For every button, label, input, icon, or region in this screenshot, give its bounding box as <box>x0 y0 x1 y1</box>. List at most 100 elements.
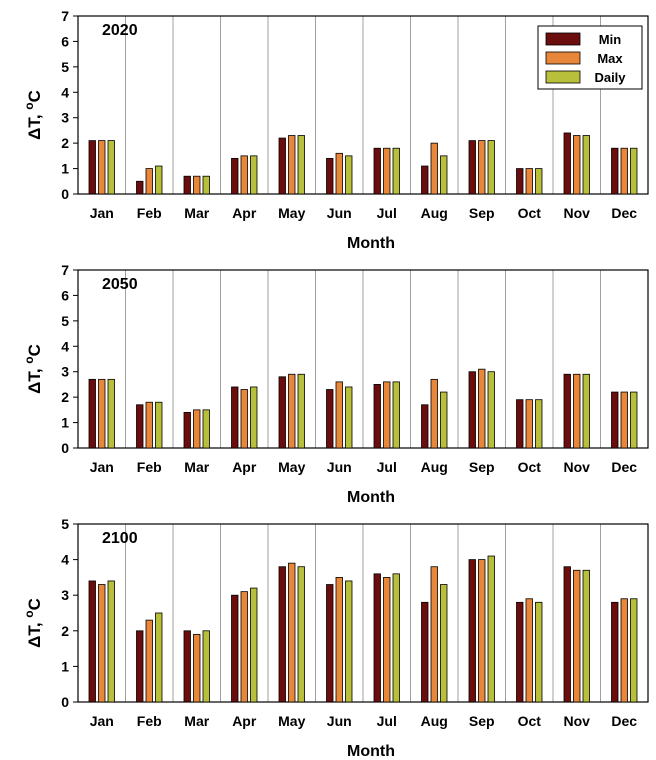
bar-apr-series-1 <box>240 155 248 195</box>
x-tick-label: Feb <box>137 205 162 221</box>
bar-aug-series-1 <box>430 142 438 195</box>
x-tick-label: Oct <box>518 205 542 221</box>
bar-jul-series-2 <box>392 381 400 449</box>
bar-may-series-2 <box>297 135 305 195</box>
bar-mar-series-2 <box>202 175 210 195</box>
y-axis-label: ΔT, oC <box>22 344 44 394</box>
legend-swatch <box>545 51 581 65</box>
y-tick-label: 7 <box>61 8 69 24</box>
bar-aug-series-0 <box>421 165 429 195</box>
plot-frame <box>77 269 649 449</box>
bar-feb-series-1 <box>145 168 153 195</box>
legend-swatch <box>545 70 581 84</box>
bar-nov-series-0 <box>563 132 571 195</box>
bar-sep-series-0 <box>468 559 476 703</box>
x-tick-label: Jul <box>377 459 397 475</box>
bar-may-series-0 <box>278 566 286 703</box>
x-tick-label: Feb <box>137 713 162 729</box>
bar-feb-series-2 <box>155 165 163 195</box>
bar-dec-series-0 <box>611 391 619 449</box>
bar-may-series-0 <box>278 376 286 449</box>
bar-aug-series-0 <box>421 404 429 449</box>
x-tick-label: Jan <box>90 205 114 221</box>
bar-jan-series-2 <box>107 378 115 449</box>
bar-feb-series-0 <box>136 404 144 449</box>
bar-jun-series-1 <box>335 381 343 449</box>
plot-frame <box>77 523 649 703</box>
bar-mar-series-1 <box>193 175 201 195</box>
bar-sep-series-1 <box>478 368 486 449</box>
bar-sep-series-1 <box>478 140 486 195</box>
bar-jan-series-1 <box>98 140 106 195</box>
bar-nov-series-1 <box>573 569 581 703</box>
bar-aug-series-0 <box>421 601 429 703</box>
bar-jun-series-1 <box>335 577 343 703</box>
bar-may-series-2 <box>297 373 305 449</box>
bar-jan-series-0 <box>88 378 96 449</box>
chart-panel-2100: 0 1 2 3 4 5 Jan Feb Mar Apr May Jun Jul Aug Sep Oct Nov D… <box>22 516 649 760</box>
y-tick-label: 2 <box>61 135 69 151</box>
bar-dec-series-0 <box>611 601 619 703</box>
bar-apr-series-0 <box>231 386 239 449</box>
y-tick-label: 5 <box>61 59 69 75</box>
y-tick-label: 5 <box>61 313 69 329</box>
x-tick-label: Mar <box>184 205 209 221</box>
bar-jan-series-0 <box>88 140 96 195</box>
y-tick-label: 0 <box>61 694 69 710</box>
x-tick-label: Oct <box>518 459 542 475</box>
bar-apr-series-1 <box>240 591 248 703</box>
x-tick-label: Jan <box>90 459 114 475</box>
y-tick-label: 4 <box>61 84 69 100</box>
bar-jun-series-0 <box>326 584 334 703</box>
legend: Min Max Daily <box>537 25 643 90</box>
bar-dec-series-1 <box>620 391 628 449</box>
y-tick-label: 1 <box>61 415 69 431</box>
bar-jul-series-1 <box>383 147 391 195</box>
x-axis-label: Month <box>347 235 395 252</box>
bar-dec-series-2 <box>630 391 638 449</box>
bar-feb-series-1 <box>145 401 153 449</box>
x-tick-label: Dec <box>611 205 637 221</box>
x-tick-label: Jun <box>327 459 352 475</box>
bar-jan-series-1 <box>98 584 106 703</box>
chart-panel-2020: 0 1 2 3 4 5 6 7 Jan Feb Mar Apr May Jun Jul Aug Sep Oct No… <box>22 8 649 252</box>
bar-oct-series-1 <box>525 168 533 195</box>
x-tick-label: Apr <box>232 713 257 729</box>
bar-nov-series-2 <box>582 135 590 195</box>
bar-sep-series-0 <box>468 371 476 449</box>
bar-jul-series-0 <box>373 573 381 703</box>
bar-oct-series-0 <box>516 168 524 195</box>
x-tick-label: May <box>278 205 305 221</box>
bar-oct-series-1 <box>525 598 533 703</box>
bar-dec-series-1 <box>620 598 628 703</box>
bar-mar-series-2 <box>202 409 210 449</box>
x-tick-label: Nov <box>564 713 591 729</box>
legend-label: Daily <box>594 70 626 85</box>
bar-may-series-1 <box>288 373 296 449</box>
bar-jan-series-0 <box>88 580 96 703</box>
bar-jul-series-2 <box>392 147 400 195</box>
bar-nov-series-1 <box>573 373 581 449</box>
x-tick-label: Sep <box>469 459 495 475</box>
bar-sep-series-1 <box>478 559 486 703</box>
x-tick-label: Jun <box>327 205 352 221</box>
bar-jul-series-0 <box>373 384 381 449</box>
y-tick-label: 2 <box>61 623 69 639</box>
bar-oct-series-2 <box>535 168 543 195</box>
x-tick-label: Mar <box>184 713 209 729</box>
x-tick-label: Jan <box>90 713 114 729</box>
y-tick-label: 7 <box>61 262 69 278</box>
x-tick-label: Oct <box>518 713 542 729</box>
x-tick-label: Feb <box>137 459 162 475</box>
bar-jan-series-2 <box>107 580 115 703</box>
x-tick-label: Dec <box>611 459 637 475</box>
bar-oct-series-1 <box>525 399 533 449</box>
bar-oct-series-0 <box>516 399 524 449</box>
x-tick-label: Sep <box>469 713 495 729</box>
bar-feb-series-0 <box>136 180 144 195</box>
x-tick-label: Jun <box>327 713 352 729</box>
y-tick-label: 3 <box>61 110 69 126</box>
x-tick-label: Apr <box>232 205 257 221</box>
x-tick-label: Nov <box>564 205 591 221</box>
